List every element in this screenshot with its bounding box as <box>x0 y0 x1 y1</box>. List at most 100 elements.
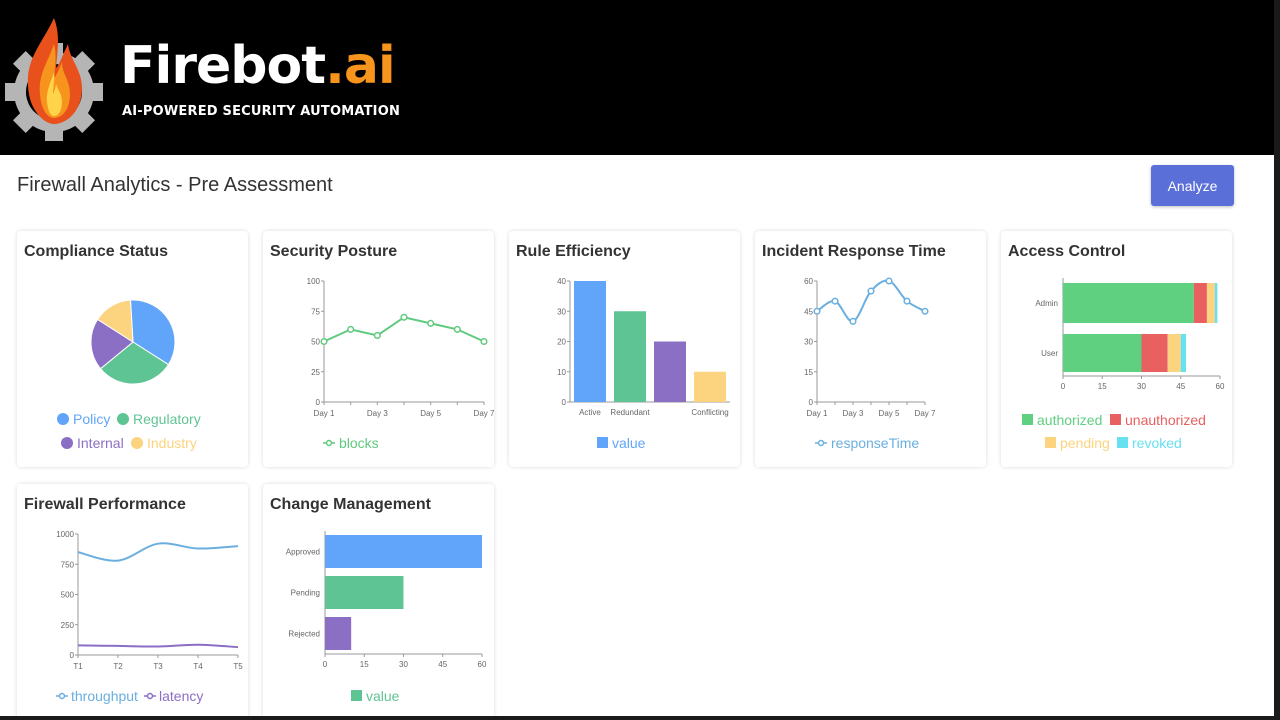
bar-shadowed[interactable] <box>654 341 686 403</box>
legend-label-throughput: throughput <box>71 688 138 704</box>
efficiency-x-tick-label: Active <box>579 408 601 417</box>
incident-data-point[interactable] <box>867 287 875 295</box>
legend-marker-internal <box>61 437 73 449</box>
incident-response-chart: responseTime 0 15 30 45 60 Day 1 Day 3 Day 5 Day… <box>804 277 936 451</box>
change-management-card: Change Management value 0 15 30 45 60 Approve… <box>263 484 494 720</box>
legend-label-authorized: authorized <box>1037 412 1102 428</box>
posture-data-point[interactable] <box>400 313 408 321</box>
legend-label-industry: Industry <box>147 435 197 451</box>
bar-rejected[interactable] <box>325 617 352 650</box>
posture-data-point[interactable] <box>347 325 355 333</box>
posture-x-tick-label: Day 7 <box>474 409 494 418</box>
bar-active[interactable] <box>574 281 606 402</box>
performance-x-tick-label: T5 <box>233 662 243 671</box>
legend-marker-dot-latency <box>146 692 154 700</box>
legend-marker-revoked <box>1117 437 1128 448</box>
pie-slice-policy[interactable] <box>129 299 176 366</box>
performance-y-tick-label: 500 <box>61 591 75 600</box>
legend-marker-industry <box>131 437 143 449</box>
change-management-title: Change Management <box>270 496 431 513</box>
posture-data-point[interactable] <box>373 331 381 339</box>
posture-x-tick-label: Day 1 <box>314 409 335 418</box>
legend-marker-dot-responsetime <box>817 439 825 447</box>
change-x-tick-label: 60 <box>478 660 487 669</box>
legend-label-unauthorized: unauthorized <box>1125 412 1206 428</box>
change-x-tick-label: 45 <box>438 660 447 669</box>
bar-segment-user-revoked[interactable] <box>1180 334 1186 372</box>
posture-data-point[interactable] <box>320 337 328 346</box>
incident-data-point[interactable] <box>813 307 821 315</box>
access-control-card: Access Control authorized unauthorized p… <box>1001 231 1232 467</box>
change-x-tick-label: 0 <box>323 660 328 669</box>
access-x-tick-label: 0 <box>1061 382 1066 391</box>
legend-label-revoked: revoked <box>1132 435 1182 451</box>
posture-y-tick-label: 0 <box>316 398 321 407</box>
bar-segment-user-authorized[interactable] <box>1063 334 1142 372</box>
incident-x-tick-label: Day 5 <box>879 409 900 418</box>
bar-segment-admin-revoked[interactable] <box>1214 283 1218 323</box>
legend-marker-value <box>351 690 362 701</box>
bar-segment-user-pending[interactable] <box>1167 334 1181 372</box>
legend-marker-authorized <box>1022 414 1033 425</box>
pie-slice-internal[interactable] <box>90 318 134 370</box>
legend-label-blocks: blocks <box>339 435 379 451</box>
legend-label-value: value <box>612 435 646 451</box>
performance-x-tick-label: T2 <box>113 662 123 671</box>
analyze-button[interactable]: Analyze <box>1151 165 1234 206</box>
bar-conflicting[interactable] <box>694 371 726 402</box>
brand-name-accent: .ai <box>325 36 396 96</box>
legend-marker-unauthorized <box>1110 414 1121 425</box>
bar-redundant[interactable] <box>614 311 646 402</box>
incident-response-title: Incident Response Time <box>762 243 946 260</box>
bar-segment-admin-authorized[interactable] <box>1063 283 1194 323</box>
posture-data-point[interactable] <box>453 325 461 333</box>
legend-label-responsetime: responseTime <box>831 435 919 451</box>
incident-data-point[interactable] <box>903 297 911 305</box>
legend-label-latency: latency <box>159 688 203 704</box>
bar-approved[interactable] <box>325 535 482 568</box>
efficiency-y-tick-label: 30 <box>557 307 566 316</box>
performance-y-tick-label: 1000 <box>56 530 74 539</box>
incident-response-card: Incident Response Time responseTime 0 15 3… <box>755 231 986 467</box>
incident-data-point[interactable] <box>885 277 893 285</box>
posture-data-point[interactable] <box>480 337 488 346</box>
incident-data-point[interactable] <box>849 317 857 325</box>
incident-data-point[interactable] <box>831 297 839 305</box>
efficiency-y-tick-label: 0 <box>562 398 567 407</box>
security-posture-card: Security Posture blocks 0 25 50 75 100 Day 1 D… <box>263 231 494 467</box>
posture-y-tick-label: 25 <box>311 368 320 377</box>
change-management-chart: value 0 15 30 45 60 Approved Pending Rejected <box>286 531 487 704</box>
performance-y-tick-label: 0 <box>70 651 75 660</box>
change-y-tick-label: Rejected <box>288 630 320 639</box>
bar-pending[interactable] <box>325 576 404 609</box>
access-x-tick-label: 15 <box>1098 382 1107 391</box>
bar-segment-user-unauthorized[interactable] <box>1141 334 1168 372</box>
header-banner: Firebot.ai AI-POWERED SECURITY AUTOMATIO… <box>0 0 1280 155</box>
bar-segment-admin-unauthorized[interactable] <box>1193 283 1207 323</box>
compliance-status-title: Compliance Status <box>24 243 169 260</box>
incident-x-tick-label: Day 3 <box>843 409 864 418</box>
posture-x-tick-label: Day 3 <box>367 409 388 418</box>
incident-y-tick-label: 30 <box>804 338 813 347</box>
incident-data-point[interactable] <box>921 307 929 315</box>
change-y-tick-label: Pending <box>291 589 320 598</box>
posture-data-point[interactable] <box>427 319 435 327</box>
bar-segment-admin-pending[interactable] <box>1206 283 1215 323</box>
performance-x-tick-label: T3 <box>153 662 163 671</box>
window-edge-bottom <box>0 716 1280 720</box>
efficiency-x-tick-label: Conflicting <box>691 408 728 417</box>
legend-marker-regulatory <box>117 413 129 425</box>
access-y-tick-label: User <box>1041 349 1058 358</box>
brand-tagline: AI-POWERED SECURITY AUTOMATION <box>122 104 401 119</box>
performance-y-tick-label: 750 <box>61 560 75 569</box>
posture-y-tick-label: 50 <box>311 338 320 347</box>
brand-name-main: Firebot <box>120 36 326 96</box>
pie-slice-regulatory[interactable] <box>99 341 170 385</box>
legend-label-value: value <box>366 688 400 704</box>
access-x-tick-label: 60 <box>1216 382 1225 391</box>
access-control-title: Access Control <box>1008 243 1126 260</box>
change-x-tick-label: 15 <box>360 660 369 669</box>
posture-y-tick-label: 100 <box>307 277 321 286</box>
pie-slice-industry[interactable] <box>96 299 134 343</box>
incident-y-tick-label: 45 <box>804 307 813 316</box>
